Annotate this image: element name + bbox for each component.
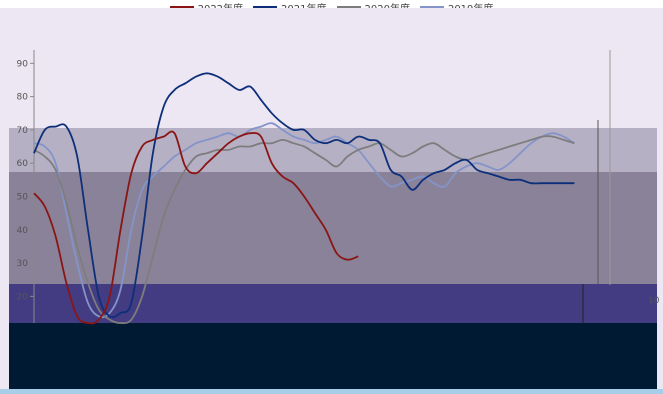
y-tick-label: 40 [17, 226, 29, 236]
y-tick-label: 90 [17, 59, 29, 69]
y-tick-label: 70 [17, 126, 29, 136]
y-tick-label: 80 [17, 93, 29, 103]
band-mid-gray [9, 172, 657, 284]
y-tick-label: 60 [17, 159, 29, 169]
right-marker-label: 10 [648, 296, 660, 306]
band-dark-navy [9, 323, 657, 390]
y-tick-label: 50 [17, 192, 29, 202]
y-tick-label: 30 [17, 259, 29, 269]
y-tick-label: 20 [17, 292, 29, 302]
bottom-edge [0, 389, 663, 394]
